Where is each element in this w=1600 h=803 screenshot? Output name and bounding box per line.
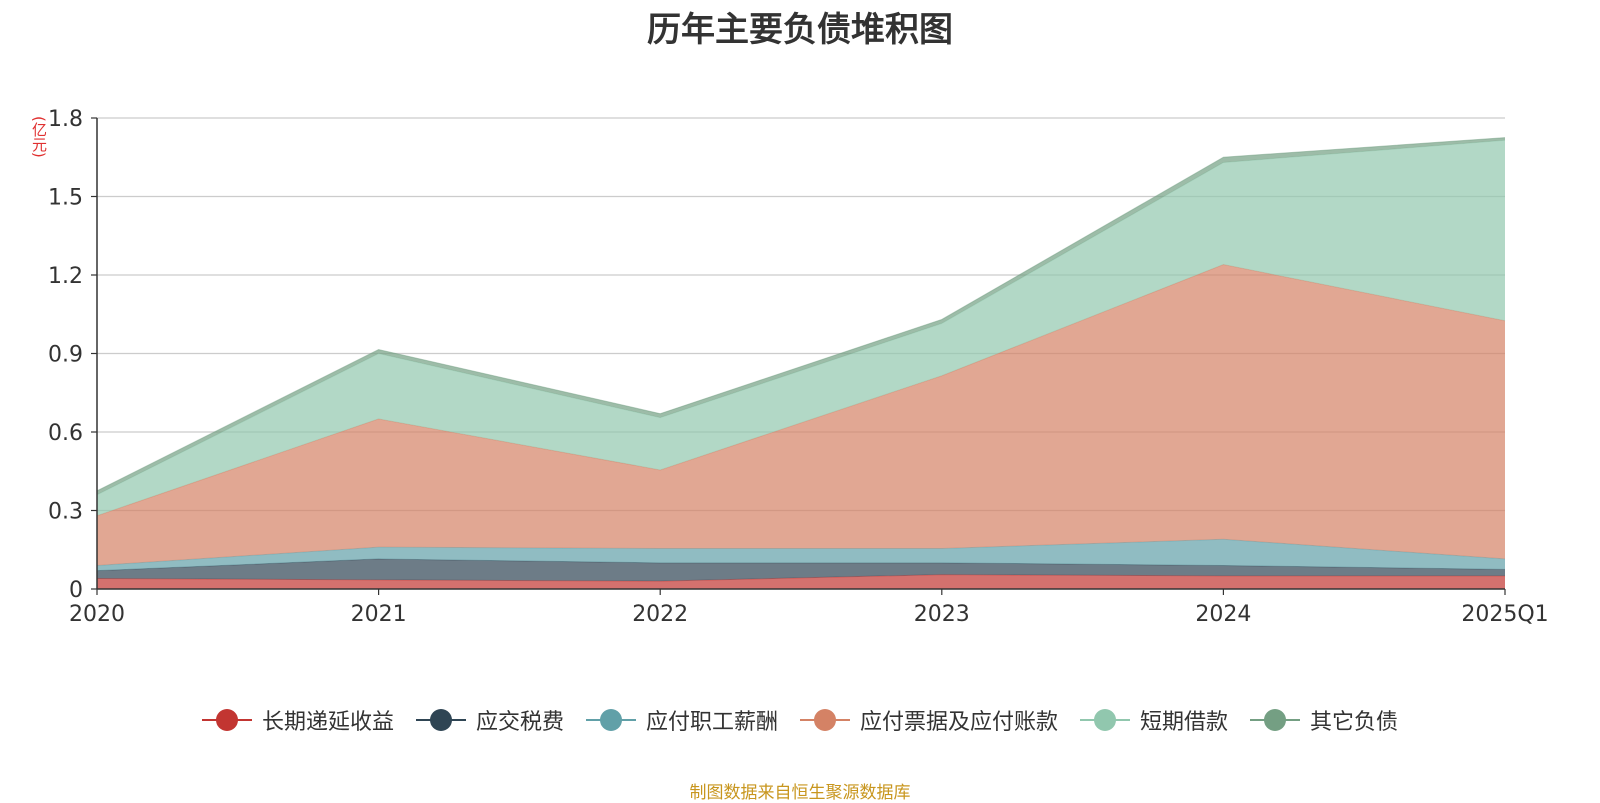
series-2-area	[97, 558, 1505, 582]
legend-item-2[interactable]: 应交税费	[415, 704, 564, 736]
legend: 长期递延收益 应交税费 应付职工薪酬 应付票据及应付账款 短期借款 其它负债	[0, 700, 1600, 740]
legend-label: 短期借款	[1140, 710, 1229, 735]
series-1-area	[97, 574, 1505, 589]
y-tick-label: 0.3	[48, 500, 83, 525]
legend-marker-icon	[415, 708, 466, 732]
legend-marker-dot	[1094, 709, 1117, 731]
y-axis-unit: (亿元)	[30, 116, 48, 158]
series-5-area	[97, 140, 1505, 516]
y-tick-label: 1.2	[48, 264, 83, 289]
legend-label: 应付票据及应付账款	[860, 710, 1059, 735]
legend-label: 应交税费	[475, 710, 564, 735]
y-tick-label: 0	[69, 578, 83, 603]
legend-marker-icon	[1250, 708, 1301, 732]
series-6-line	[96, 137, 1506, 492]
x-ticks: 2020 2021 2022 2023 2024 2025Q1	[69, 589, 1549, 627]
legend-item-1[interactable]: 长期递延收益	[201, 704, 394, 736]
legend-marker-dot	[814, 709, 836, 731]
series-3-area	[97, 539, 1505, 571]
x-tick-label: 2024	[1195, 602, 1251, 627]
legend-marker-icon	[585, 708, 636, 732]
legend-label: 长期递延收益	[261, 710, 394, 735]
x-tick-label: 2021	[351, 602, 407, 627]
legend-item-6[interactable]: 其它负债	[1250, 704, 1398, 736]
legend-item-3[interactable]: 应付职工薪酬	[585, 704, 778, 736]
legend-label: 应付职工薪酬	[645, 710, 778, 735]
legend-marker-icon	[201, 708, 252, 732]
x-tick-label: 2023	[914, 602, 970, 627]
legend-label: 其它负债	[1310, 710, 1399, 735]
legend-marker-dot	[215, 709, 238, 731]
y-tick-label: 1.5	[48, 186, 83, 211]
area-series	[96, 137, 1506, 589]
legend-marker-dot	[1264, 709, 1287, 731]
y-tick-label: 0.9	[48, 343, 83, 368]
series-4-area	[97, 264, 1505, 566]
legend-marker-dot	[429, 709, 452, 731]
y-tick-label: 0.6	[48, 421, 83, 446]
legend-item-5[interactable]: 短期借款	[1080, 704, 1228, 736]
x-tick-label: 2022	[632, 602, 688, 627]
legend-marker-icon	[800, 708, 850, 732]
chart-title: 历年主要负债堆积图	[647, 10, 953, 50]
source-note: 制图数据来自恒生聚源数据库	[689, 783, 911, 803]
legend-marker-icon	[1080, 708, 1131, 732]
y-tick-label: 1.8	[48, 107, 83, 132]
legend-item-4[interactable]: 应付票据及应付账款	[800, 704, 1058, 736]
y-ticks: 0 0.3 0.6 0.9 1.2 1.5 1.8	[48, 107, 97, 603]
chart-plot: 0 0.3 0.6 0.9 1.2 1.5 1.8 2020 2021 2022 2023 2024…	[48, 107, 1549, 627]
x-tick-label: 2025Q1	[1461, 602, 1548, 627]
x-tick-label: 2020	[69, 602, 125, 627]
legend-marker-dot	[599, 709, 622, 731]
